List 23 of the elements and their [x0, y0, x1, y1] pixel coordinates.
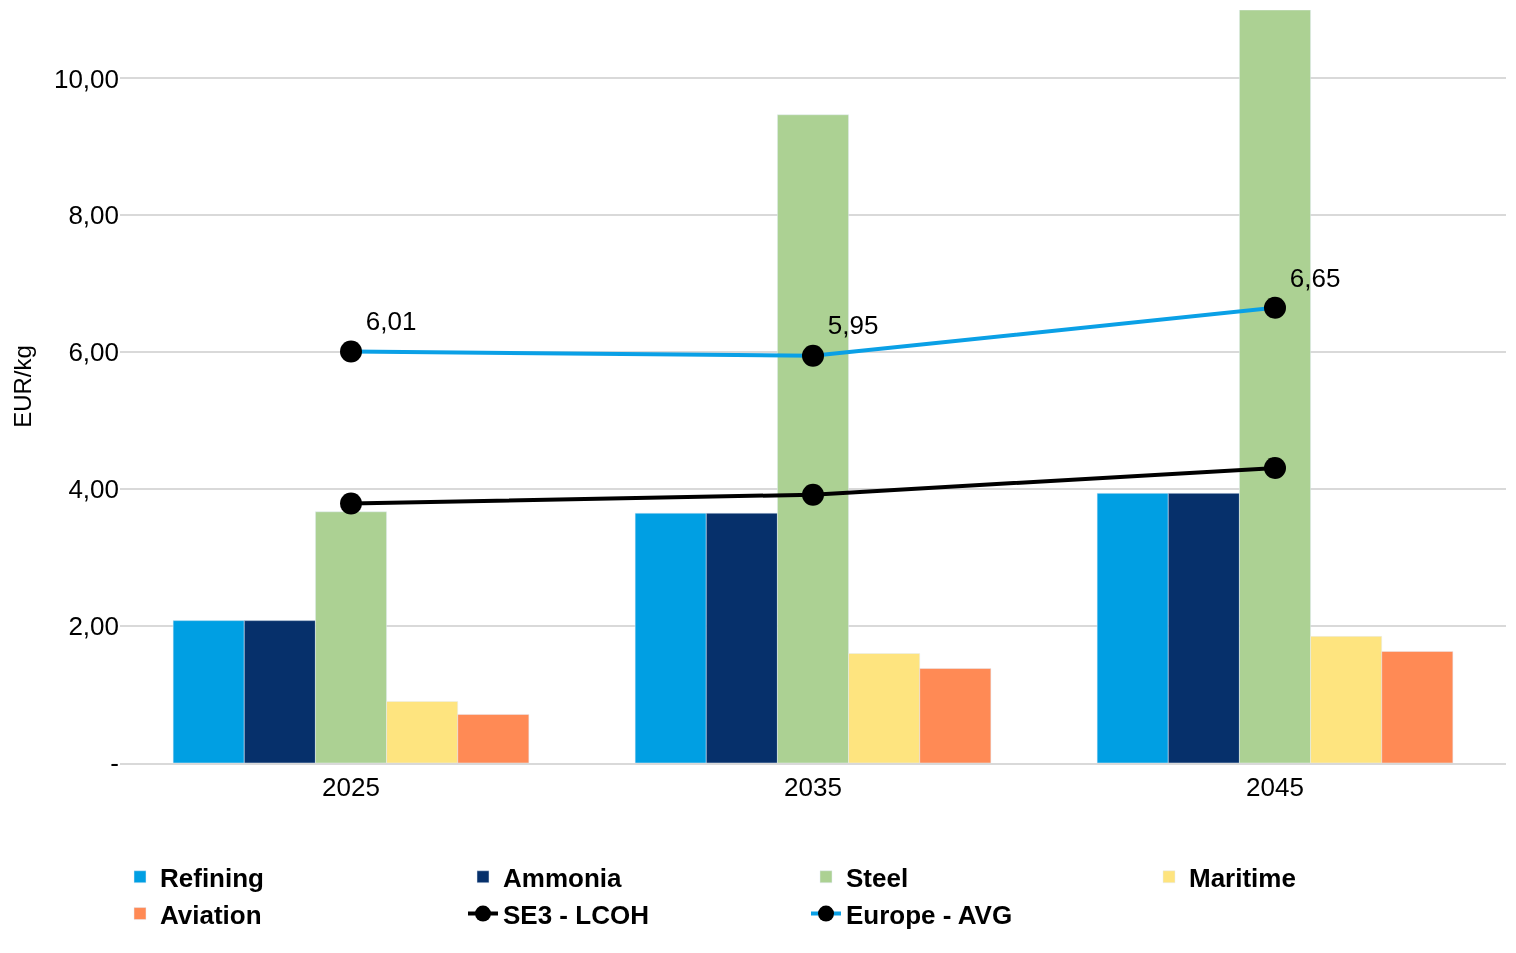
point: [1264, 456, 1286, 479]
legend-label: Refining: [160, 862, 264, 893]
y-axis-title: EUR/kg: [9, 345, 37, 428]
y-tick-label: 6,00: [68, 337, 119, 368]
y-tick-label: 8,00: [68, 200, 119, 231]
data-label: 6,01: [365, 306, 417, 337]
legend-label: Ammonia: [503, 862, 622, 893]
legend-label: Steel: [846, 862, 909, 893]
y-tick-label: -: [110, 748, 119, 779]
data-label: 6,65: [1289, 262, 1341, 293]
point: [802, 483, 824, 506]
x-tick-label: 2025: [322, 772, 380, 803]
y-tick-label: 2,00: [68, 611, 119, 642]
legend-label: Maritime: [1189, 862, 1296, 893]
legend-label: Europe - AVG: [846, 899, 1013, 930]
data-label: 5,95: [827, 310, 879, 341]
point: [340, 492, 362, 515]
y-tick-label: 10,00: [53, 63, 119, 94]
x-tick-label: 2035: [784, 772, 842, 803]
legend-label: SE3 - LCOH: [503, 899, 649, 930]
y-tick-label: 4,00: [68, 474, 119, 505]
x-tick-label: 2045: [1246, 772, 1304, 803]
legend-label: Aviation: [160, 899, 262, 930]
